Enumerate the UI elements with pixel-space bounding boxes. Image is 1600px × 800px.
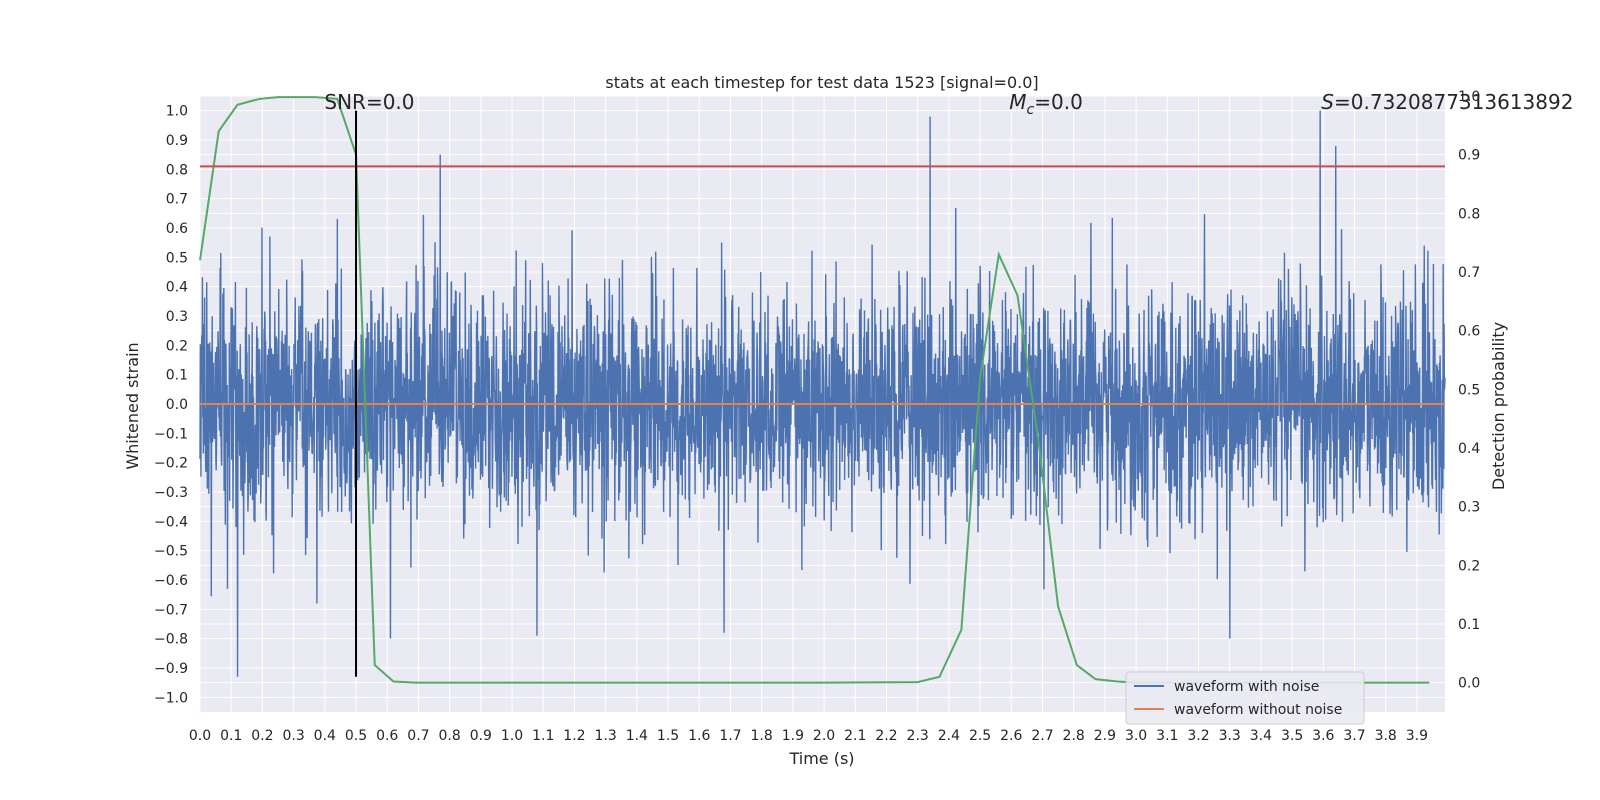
legend-label-clean: waveform without noise [1174, 702, 1342, 718]
y-tick-label: −0.6 [154, 573, 188, 589]
y2-tick-label: 0.2 [1458, 558, 1480, 574]
x-tick-label: 3.6 [1312, 728, 1334, 744]
series-detection-probability-path [199, 96, 1430, 684]
y2-tick-label: 0.5 [1458, 382, 1480, 398]
x-tick-label: 2.2 [875, 728, 897, 744]
x-tick-label: 3.4 [1250, 728, 1272, 744]
y2-tick-label: 0.4 [1458, 441, 1480, 457]
x-tick-label: 3.3 [1219, 728, 1241, 744]
y-tick-label: 0.4 [166, 280, 188, 296]
y-tick-label: −0.7 [154, 602, 188, 618]
y-tick-label: 0.9 [166, 133, 188, 149]
annotation-2: S=0.7320877313613892 [1321, 90, 1573, 114]
x-tick-label: 2.8 [1063, 728, 1085, 744]
reference-lines [200, 110, 1445, 677]
y-tick-label: 0.5 [166, 250, 188, 266]
y-tick-label: 0.8 [166, 162, 188, 178]
x-tick-label: 2.6 [1000, 728, 1022, 744]
series-lines [199, 96, 1445, 684]
y-tick-label: 1.0 [166, 104, 188, 120]
series-waveform-with-noise [199, 110, 1446, 677]
x-tick-label: 3.1 [1156, 728, 1178, 744]
x-tick-label: 1.6 [688, 728, 710, 744]
chart-title: stats at each timestep for test data 152… [605, 73, 1038, 92]
y-tick-label: 0.1 [166, 368, 188, 384]
x-tick-label: 1.3 [595, 728, 617, 744]
y2-tick-label: 0.1 [1458, 617, 1480, 633]
y-tick-label: −0.9 [154, 661, 188, 677]
x-tick-label: 2.1 [844, 728, 866, 744]
x-tick-label: 0.7 [407, 728, 429, 744]
x-tick-label: 1.9 [782, 728, 804, 744]
annotations: SNR=0.0 Mc=0.0 S=0.7320877313613892 [324, 90, 1573, 118]
y2-tick-label: 0.3 [1458, 500, 1480, 516]
annotation-0: SNR=0.0 [324, 90, 414, 114]
x-tick-label: 0.6 [376, 728, 398, 744]
y-tick-label: −0.2 [154, 456, 188, 472]
x-tick-label: 1.2 [563, 728, 585, 744]
y2-tick-label: 0.0 [1458, 676, 1480, 692]
x-tick-label: 0.9 [470, 728, 492, 744]
y-tick-label: −0.8 [154, 632, 188, 648]
y-tick-label: 0.0 [166, 397, 188, 413]
x-tick-label: 3.7 [1343, 728, 1365, 744]
y-tick-label: 0.3 [166, 309, 188, 325]
x-tick-label: 3.9 [1406, 728, 1428, 744]
x-tick-label: 3.8 [1375, 728, 1397, 744]
y-axis-label: Whitened strain [123, 342, 142, 469]
y-tick-label: −0.1 [154, 426, 188, 442]
y-tick-label: −0.4 [154, 514, 188, 530]
x-tick-label: 0.0 [189, 728, 211, 744]
annotation-1: Mc=0.0 [1009, 90, 1083, 118]
x-tick-label: 0.1 [220, 728, 242, 744]
x-tick-label: 2.3 [907, 728, 929, 744]
x-tick-label: 0.8 [438, 728, 460, 744]
y-tick-label: 0.6 [166, 221, 188, 237]
y2-axis-label: Detection probability [1489, 322, 1508, 490]
series-noise-path [199, 110, 1446, 677]
x-tick-label: 1.0 [501, 728, 523, 744]
x-axis-ticks: 0.0 0.1 0.2 0.3 0.4 0.5 0.6 0.7 0.8 0.9 1.0 1.1 1.2 1… [189, 728, 1428, 744]
y2-tick-label: 0.7 [1458, 265, 1480, 281]
x-tick-label: 3.0 [1125, 728, 1147, 744]
y-tick-label: −1.0 [154, 690, 188, 706]
legend-box [1125, 671, 1365, 725]
legend: waveform with noise waveform without noi… [1125, 671, 1365, 725]
x-tick-label: 1.7 [719, 728, 741, 744]
x-tick-label: 2.4 [938, 728, 960, 744]
y2-tick-label: 0.6 [1458, 324, 1480, 340]
y2-tick-label: 1.0 [1458, 89, 1480, 105]
y-tick-label: −0.3 [154, 485, 188, 501]
x-tick-label: 3.2 [1187, 728, 1209, 744]
x-tick-label: 2.0 [813, 728, 835, 744]
x-tick-label: 2.7 [1031, 728, 1053, 744]
x-tick-label: 1.4 [626, 728, 648, 744]
x-tick-label: 0.3 [282, 728, 304, 744]
x-axis-label: Time (s) [788, 749, 854, 768]
y-tick-label: −0.5 [154, 544, 188, 560]
legend-label-noise: waveform with noise [1174, 679, 1319, 695]
y-tick-label: 0.2 [166, 338, 188, 354]
y-axis-ticks: −1.0 −0.9 −0.8 −0.7 −0.6 −0.5 −0.4 −0.3 −0.2 −0.1… [154, 104, 188, 707]
y2-axis-ticks: 0.0 0.1 0.2 0.3 0.4 0.5 0.6 0.7 0.8 0.9 1.0 [1458, 89, 1480, 692]
x-tick-label: 0.5 [345, 728, 367, 744]
x-tick-label: 1.1 [532, 728, 554, 744]
x-tick-label: 2.9 [1094, 728, 1116, 744]
x-tick-label: 3.5 [1281, 728, 1303, 744]
x-tick-label: 0.2 [251, 728, 273, 744]
y-tick-label: 0.7 [166, 192, 188, 208]
x-tick-label: 1.8 [751, 728, 773, 744]
y2-tick-label: 0.8 [1458, 206, 1480, 222]
y2-tick-label: 0.9 [1458, 148, 1480, 164]
x-tick-label: 2.5 [969, 728, 991, 744]
x-tick-label: 1.5 [657, 728, 679, 744]
x-tick-label: 0.4 [314, 728, 336, 744]
